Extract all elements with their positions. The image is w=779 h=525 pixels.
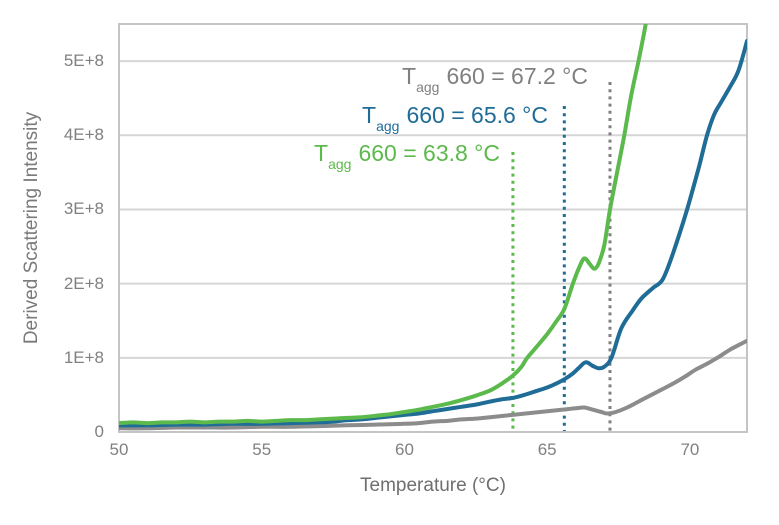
x-tick-label: 70 xyxy=(680,440,700,459)
annotation-value: 660 = 63.8 °C xyxy=(358,140,500,166)
annotation-subscript: agg xyxy=(328,155,352,172)
annotation-subscript: agg xyxy=(376,117,400,134)
series-green-curve xyxy=(119,24,648,426)
annotation-tagg-67-2: Tagg 660 = 67.2 °C xyxy=(402,61,588,95)
y-tick-label: 2E+8 xyxy=(63,273,104,293)
annotation-value: 660 = 67.2 °C xyxy=(446,63,588,89)
x-axis-title: Temperature (°C) xyxy=(360,475,506,496)
x-tick-label: 50 xyxy=(109,440,129,459)
series-gray-curve xyxy=(119,338,747,431)
y-tick-label: 3E+8 xyxy=(63,199,104,219)
y-tick-label: 4E+8 xyxy=(63,125,104,145)
y-tick-label: 0 xyxy=(94,422,104,441)
y-tick-label: 5E+8 xyxy=(63,51,104,71)
x-tick-label: 60 xyxy=(394,440,414,459)
series-blue-curve xyxy=(119,39,747,428)
x-tick-label: 55 xyxy=(252,440,272,459)
x-tick-label: 65 xyxy=(537,440,557,459)
annotation-tagg-63-8: Tagg 660 = 63.8 °C xyxy=(314,138,500,172)
annotation-tagg-65-6: Tagg 660 = 65.6 °C xyxy=(362,100,548,134)
annotation-prefix: T xyxy=(402,63,417,89)
y-axis-title-wrap: Derived Scattering Intensity xyxy=(12,24,52,432)
annotation-value: 660 = 65.6 °C xyxy=(406,102,548,128)
annotation-prefix: T xyxy=(314,140,329,166)
y-tick-label: 1E+8 xyxy=(63,347,104,367)
y-axis-title: Derived Scattering Intensity xyxy=(21,111,42,345)
annotation-prefix: T xyxy=(362,102,377,128)
annotation-subscript: agg xyxy=(416,78,440,95)
